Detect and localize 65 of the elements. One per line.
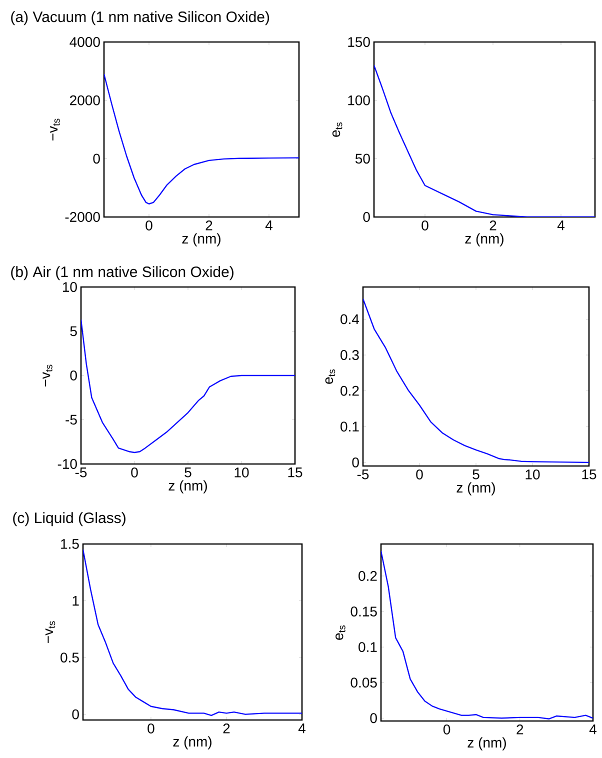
y-tick-label: 0 [352, 457, 359, 468]
x-tick-label: 2 [223, 724, 230, 734]
y-tick-label: 10 [62, 282, 77, 292]
y-tick-label: 0 [93, 154, 100, 164]
y-tick-label: -2000 [65, 212, 100, 222]
y-tick-label: 0.4 [340, 314, 360, 324]
y-tick-label: 0 [70, 370, 77, 380]
x-tick-label: 15 [288, 468, 302, 478]
x-tick-label: 10 [526, 470, 540, 480]
x-axis-title: z (nm) [173, 736, 212, 750]
y-tick-label: 0.2 [358, 571, 377, 581]
x-tick-label: 2 [490, 220, 496, 230]
y-axis-title: e$_{ts}$ [325, 369, 336, 384]
y-tick-label: 0.1 [340, 422, 359, 432]
chart-title: (c) Liquid (Glass) [13, 512, 126, 526]
y-axis-title: −v$_{ts}$ [42, 364, 52, 386]
y-tick-label: 50 [355, 154, 370, 164]
y-tick-label: 0.3 [340, 350, 359, 360]
x-tick-label: 0 [443, 724, 450, 734]
y-tick-label: 2000 [70, 95, 100, 106]
x-tick-label: 0 [416, 470, 423, 480]
chart-title: (b) Air (1 nm native Silicon Oxide) [11, 266, 234, 280]
y-tick-label: 1 [72, 596, 79, 606]
y-tick-label: 0.2 [340, 386, 359, 396]
y-tick-label: 4000 [70, 37, 100, 47]
x-tick-label: 0 [146, 220, 152, 230]
line-series [380, 550, 593, 720]
y-axis-title: −v$_{ts}$ [50, 118, 60, 140]
x-axis-title: z (nm) [465, 233, 504, 246]
line-series [362, 298, 589, 464]
y-tick-label: 0.1 [358, 642, 377, 652]
line-series [104, 73, 299, 204]
y-tick-label: 0.5 [60, 652, 79, 662]
x-tick-label: 5 [472, 470, 480, 480]
chart-title: (a) Vacuum (1 nm native Silicon Oxide) [11, 11, 270, 26]
y-tick-label: -10 [58, 459, 77, 469]
x-tick-label: 4 [557, 220, 564, 230]
x-tick-label: 15 [582, 470, 596, 480]
x-axis-title: z (nm) [468, 737, 506, 750]
y-axis-title: −v$_{ts}$ [45, 621, 56, 643]
y-tick-label: 0.05 [350, 678, 377, 688]
x-axis-title: z (nm) [168, 480, 207, 494]
x-tick-label: 10 [234, 468, 249, 478]
y-tick-label: 100 [348, 95, 370, 106]
y-axis-title: e$_{ts}$ [336, 625, 346, 640]
x-tick-label: 5 [184, 468, 192, 478]
y-axis-title: e$_{ts}$ [332, 122, 342, 137]
x-tick-label: 2 [206, 220, 212, 230]
x-tick-label: 4 [298, 724, 306, 734]
y-tick-label: 5 [70, 326, 77, 336]
y-tick-label: 150 [348, 37, 370, 47]
x-tick-label: 0 [148, 724, 154, 734]
x-tick-label: 0 [131, 468, 138, 478]
y-tick-label: 0 [363, 212, 370, 222]
x-tick-label: 4 [589, 724, 596, 734]
x-axis-title: z (nm) [182, 233, 220, 246]
y-tick-label: 0 [370, 713, 377, 724]
y-tick-label: -5 [66, 414, 77, 425]
y-tick-label: 0.15 [350, 606, 377, 616]
x-tick-label: 0 [422, 220, 428, 230]
x-tick-label: 2 [516, 724, 524, 734]
y-tick-label: 0 [72, 709, 79, 720]
y-tick-label: 1.5 [61, 539, 79, 549]
x-axis-title: z (nm) [456, 482, 495, 496]
x-tick-label: 4 [265, 220, 272, 230]
